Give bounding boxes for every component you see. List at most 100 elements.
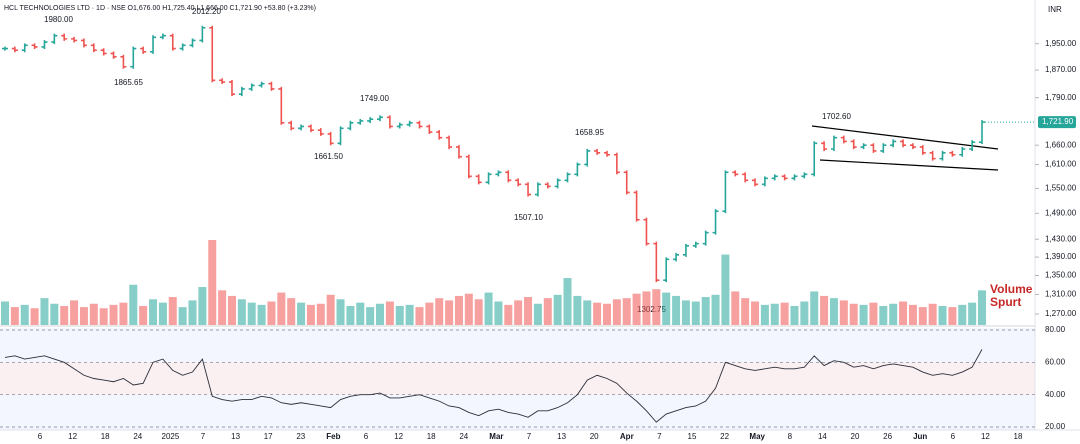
volume-bar bbox=[948, 307, 957, 325]
ohlc-bar bbox=[209, 25, 216, 83]
ohlc-bar bbox=[100, 48, 107, 56]
volume-bar bbox=[583, 300, 592, 325]
x-tick-label: 13 bbox=[557, 432, 566, 441]
annotation: 1980.00 bbox=[44, 15, 73, 24]
volume-bar bbox=[139, 305, 148, 325]
ohlc-bar bbox=[791, 174, 798, 181]
volume-bar bbox=[869, 302, 878, 325]
y-tick-label: 1,790.00 bbox=[1045, 93, 1077, 102]
x-tick-label: Mar bbox=[489, 432, 503, 441]
ohlc-bar bbox=[771, 174, 778, 181]
volume-bar bbox=[454, 295, 463, 325]
volume-bar bbox=[385, 301, 394, 325]
volume-bar bbox=[632, 293, 641, 325]
header: HCL TECHNOLOGIES LTD · 1D · NSE O1,676.0… bbox=[4, 5, 316, 12]
volume-bar bbox=[50, 303, 59, 325]
x-tick-label: 8 bbox=[788, 432, 793, 441]
ohlc-bar bbox=[61, 33, 68, 41]
ohlc-bar bbox=[801, 172, 808, 179]
volume-bar bbox=[129, 284, 138, 325]
ohlc-bar bbox=[949, 150, 956, 157]
volume-bar bbox=[425, 302, 434, 325]
volume-bar bbox=[889, 303, 898, 325]
ohlc-bar bbox=[268, 81, 275, 91]
y-tick-label: 1,390.00 bbox=[1045, 252, 1077, 261]
annotation: 1702.60 bbox=[822, 112, 851, 121]
rsi-line bbox=[4, 349, 983, 423]
ohlc-bar bbox=[594, 148, 601, 155]
ohlc-bar bbox=[554, 178, 561, 189]
y-tick-label: 80.00 bbox=[1045, 325, 1066, 334]
currency: INR bbox=[1048, 5, 1062, 14]
volume-bar bbox=[741, 298, 750, 325]
volume-bar bbox=[366, 307, 375, 325]
ohlc-bar bbox=[41, 40, 48, 49]
ohlc-bar bbox=[159, 33, 166, 40]
volume-bar bbox=[968, 302, 977, 325]
y-tick-label: 1,610.00 bbox=[1045, 160, 1077, 169]
ohlc-bar bbox=[120, 54, 127, 69]
last-price-tag bbox=[1038, 116, 1076, 129]
ohlc-bar bbox=[485, 172, 492, 185]
volume-bar bbox=[602, 303, 611, 325]
ohlc-bar bbox=[692, 241, 699, 248]
y-tick-label: 1,550.00 bbox=[1045, 184, 1077, 193]
volume-bar bbox=[10, 307, 19, 325]
volume-bar bbox=[484, 292, 493, 325]
annotation: 1661.50 bbox=[314, 152, 343, 161]
ohlc-bar bbox=[475, 174, 482, 185]
volume-bar bbox=[326, 294, 335, 325]
ohlc-bar bbox=[653, 241, 660, 283]
y-tick-label: 1,870.00 bbox=[1045, 65, 1077, 74]
volume-bar bbox=[553, 294, 562, 325]
ohlc-bar bbox=[584, 148, 591, 167]
ohlc-bar bbox=[929, 150, 936, 161]
volume-bar bbox=[149, 299, 158, 325]
ohlc-bar bbox=[534, 182, 541, 197]
ohlc-bar bbox=[90, 43, 97, 53]
volume-bar bbox=[504, 304, 513, 325]
ohlc-bar bbox=[633, 190, 640, 222]
ohlc-bar bbox=[623, 170, 630, 195]
ohlc-bar bbox=[219, 78, 226, 85]
volume-bar bbox=[711, 294, 720, 325]
ohlc-bar bbox=[544, 182, 551, 189]
ohlc-bar bbox=[613, 152, 620, 175]
x-tick-label: 24 bbox=[459, 432, 468, 441]
volume-bar bbox=[178, 307, 187, 325]
x-tick-label: 17 bbox=[264, 432, 273, 441]
x-tick-label: 7 bbox=[201, 432, 206, 441]
ohlc-bar bbox=[890, 139, 897, 148]
ohlc-bar bbox=[327, 131, 334, 146]
y-tick-label: 1,490.00 bbox=[1045, 208, 1077, 217]
y-tick-label: 1,660.00 bbox=[1045, 140, 1077, 149]
ohlc-bar bbox=[850, 139, 857, 150]
ohlc-bar bbox=[179, 43, 186, 51]
volume-bar bbox=[158, 302, 167, 325]
ohlc-bar bbox=[228, 80, 235, 97]
volume-bar bbox=[247, 302, 256, 325]
x-tick-label: 12 bbox=[394, 432, 403, 441]
volume-bar bbox=[820, 295, 829, 325]
ohlc-bar bbox=[781, 174, 788, 181]
x-tick-label: Jun bbox=[913, 432, 927, 441]
ohlc-bar bbox=[406, 120, 413, 127]
ohlc-bar bbox=[455, 145, 462, 159]
volume-bar bbox=[89, 303, 98, 325]
x-tick-label: Feb bbox=[326, 432, 340, 441]
ohlc-bar bbox=[150, 35, 157, 54]
volume-bar bbox=[928, 303, 937, 325]
ohlc-bar bbox=[238, 86, 245, 97]
x-tick-label: Apr bbox=[620, 432, 634, 441]
ohlc-bar bbox=[465, 154, 472, 179]
volume-bar bbox=[760, 304, 769, 325]
ohlc-bar bbox=[278, 86, 285, 125]
ohlc-bar bbox=[130, 46, 137, 69]
x-tick-label: 7 bbox=[527, 432, 532, 441]
ohlc-bar bbox=[682, 243, 689, 257]
x-tick-label: 7 bbox=[657, 432, 662, 441]
rsi-band bbox=[0, 362, 1035, 395]
x-tick-label: 24 bbox=[133, 432, 142, 441]
annotation: 1658.95 bbox=[575, 128, 604, 137]
